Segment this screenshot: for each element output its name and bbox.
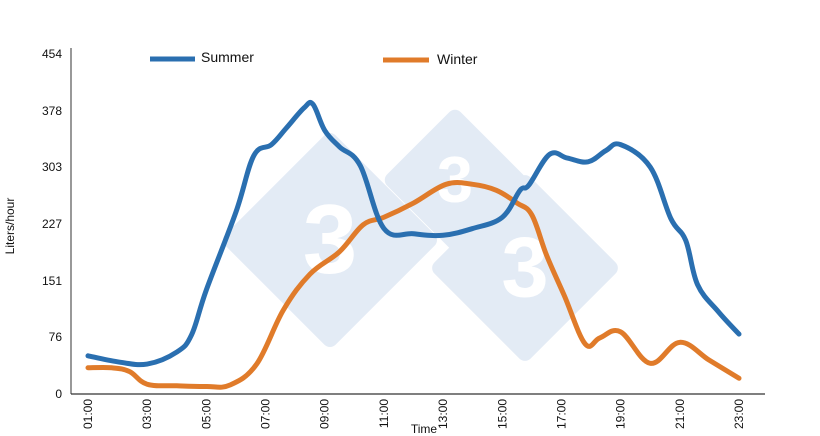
- watermark-glyph: 3: [437, 143, 473, 216]
- y-tick-label: 454: [42, 47, 62, 61]
- legend-item-summer: Summer: [150, 49, 254, 65]
- series-line-winter: [85, 180, 742, 390]
- y-tick-label: 378: [42, 104, 62, 118]
- series-lines: [85, 99, 742, 390]
- y-axis-title: Liters/hour: [3, 198, 17, 255]
- axes: [70, 48, 765, 395]
- x-tick-label: 21:00: [673, 399, 687, 429]
- legend-item-winter: Winter: [383, 51, 478, 67]
- series-line-summer: [85, 99, 742, 368]
- x-tick-label: 11:00: [377, 399, 391, 428]
- x-tick-labels: 01:00 03:00 05:00 07:00 09:00 11:00 13:00 15:00…: [81, 399, 746, 429]
- x-tick-label: 03:00: [140, 399, 154, 429]
- legend: Summer Winter: [150, 49, 478, 67]
- x-tick-label: 05:00: [199, 399, 213, 429]
- x-tick-label: 07:00: [259, 399, 273, 429]
- y-tick-labels: 0 76 151 227 303 378 454: [42, 47, 62, 401]
- x-tick-label: 09:00: [318, 399, 332, 429]
- y-tick-label: 76: [49, 330, 63, 344]
- x-tick-label: 17:00: [554, 399, 568, 429]
- x-tick-label: 13:00: [436, 399, 450, 429]
- x-tick-label: 19:00: [614, 399, 628, 429]
- watermark: 333: [223, 109, 618, 361]
- x-axis-title: Time: [411, 422, 438, 436]
- y-tick-label: 227: [42, 217, 62, 231]
- y-tick-label: 151: [42, 274, 62, 288]
- y-tick-label: 0: [55, 387, 62, 401]
- y-tick-label: 303: [42, 160, 62, 174]
- x-tick-label: 01:00: [81, 399, 95, 429]
- legend-label-winter: Winter: [437, 51, 478, 67]
- x-tick-label: 15:00: [495, 399, 509, 429]
- x-tick-label: 23:00: [732, 399, 746, 429]
- legend-label-summer: Summer: [201, 49, 254, 65]
